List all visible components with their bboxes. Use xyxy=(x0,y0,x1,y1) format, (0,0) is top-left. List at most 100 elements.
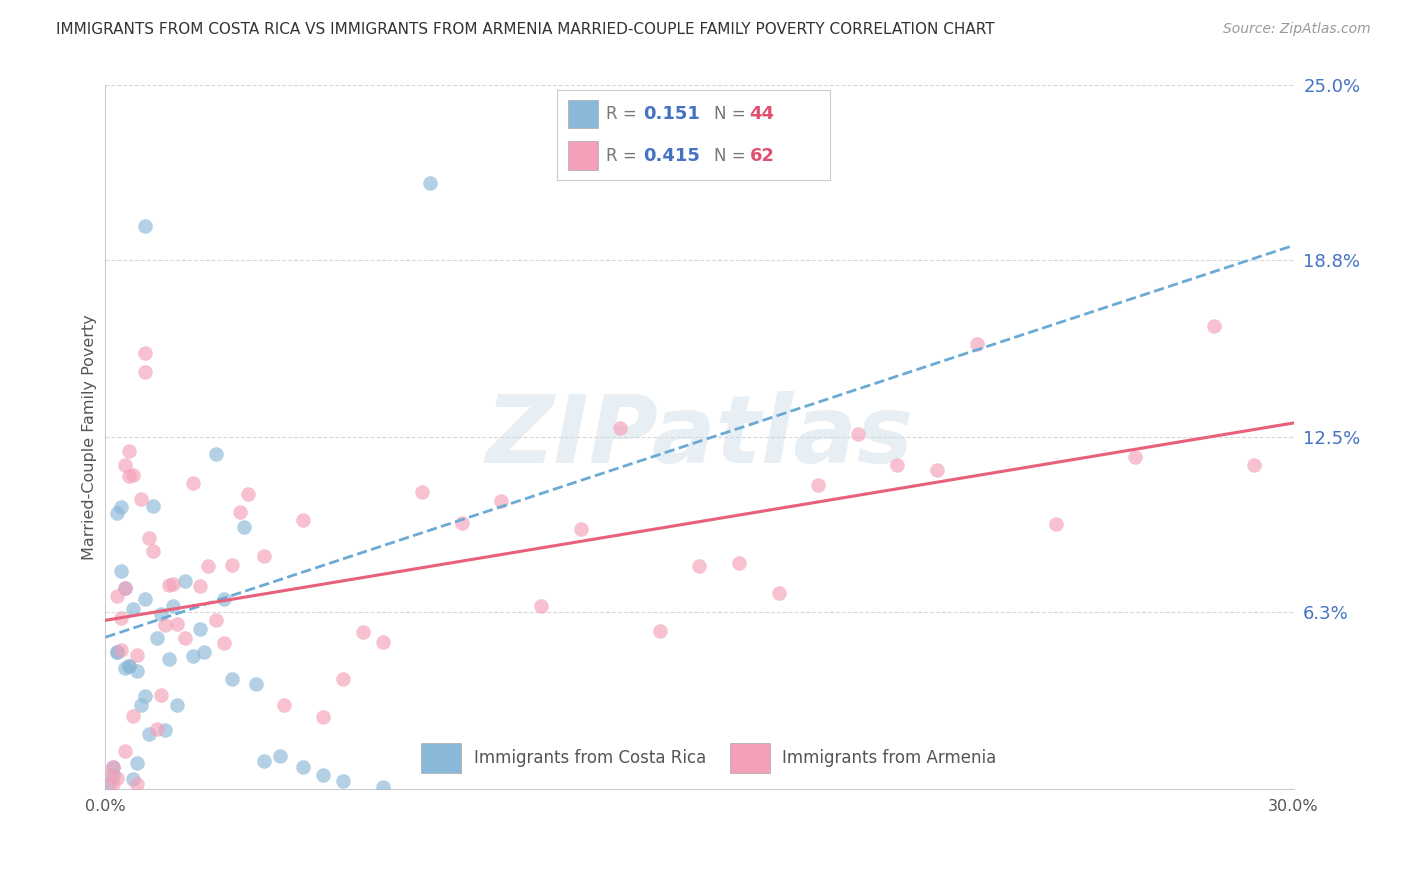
Y-axis label: Married-Couple Family Poverty: Married-Couple Family Poverty xyxy=(82,314,97,560)
Point xyxy=(98,777,121,791)
Point xyxy=(181,476,204,491)
Point xyxy=(233,519,256,533)
Point xyxy=(229,505,252,519)
Point xyxy=(103,760,125,774)
Point xyxy=(105,506,128,520)
Point xyxy=(221,672,243,686)
Text: 44: 44 xyxy=(749,105,775,123)
Point xyxy=(114,458,136,473)
Point xyxy=(157,578,180,592)
Text: 0.415: 0.415 xyxy=(643,146,700,164)
Point xyxy=(966,337,988,351)
Bar xyxy=(568,141,598,170)
Point xyxy=(236,487,259,501)
Text: R =: R = xyxy=(606,105,643,123)
Point xyxy=(114,581,136,595)
Bar xyxy=(420,743,461,773)
Point xyxy=(190,622,212,636)
Bar xyxy=(568,100,598,128)
Point xyxy=(138,727,160,741)
Point xyxy=(371,635,394,649)
Point xyxy=(134,365,156,379)
Point xyxy=(105,645,128,659)
Text: 62: 62 xyxy=(749,146,775,164)
Point xyxy=(269,748,291,763)
Text: 0.151: 0.151 xyxy=(643,105,700,123)
Point xyxy=(127,756,149,770)
Point xyxy=(134,345,156,359)
Point xyxy=(118,469,141,483)
Point xyxy=(411,484,433,499)
Point xyxy=(114,581,136,595)
Point xyxy=(122,602,145,616)
Point xyxy=(491,494,513,508)
Point xyxy=(134,219,156,233)
Point xyxy=(1123,450,1146,464)
Point xyxy=(103,760,125,774)
Point xyxy=(114,744,136,758)
Point xyxy=(153,723,176,737)
Point xyxy=(312,768,335,782)
Point xyxy=(118,659,141,673)
Bar xyxy=(730,743,770,773)
Text: Source: ZipAtlas.com: Source: ZipAtlas.com xyxy=(1223,22,1371,37)
Point xyxy=(98,768,121,782)
Point xyxy=(162,577,184,591)
Point xyxy=(122,772,145,786)
Point xyxy=(886,458,908,473)
Point xyxy=(110,500,132,515)
Point xyxy=(768,586,790,600)
Point xyxy=(807,478,830,492)
Point xyxy=(197,558,219,573)
Point xyxy=(312,710,335,724)
Point xyxy=(221,558,243,573)
Point xyxy=(193,645,215,659)
Point xyxy=(134,592,156,607)
Point xyxy=(530,599,553,614)
Point xyxy=(149,688,172,702)
Point xyxy=(110,611,132,625)
Point xyxy=(292,760,315,774)
Point xyxy=(245,677,267,691)
Point xyxy=(253,754,276,768)
Point xyxy=(110,643,132,657)
Point xyxy=(648,624,671,638)
Point xyxy=(127,664,149,678)
Point xyxy=(105,645,128,659)
Point xyxy=(118,659,141,673)
Point xyxy=(114,661,136,675)
Point xyxy=(162,599,184,614)
Point xyxy=(142,499,165,513)
Point xyxy=(173,574,195,589)
Point xyxy=(129,491,152,506)
Point xyxy=(190,579,212,593)
Point xyxy=(292,513,315,527)
Point xyxy=(122,467,145,482)
Point xyxy=(181,648,204,663)
Point xyxy=(569,522,592,536)
Point xyxy=(205,447,228,461)
Point xyxy=(134,689,156,703)
Point xyxy=(118,444,141,458)
Point xyxy=(419,177,441,191)
Point xyxy=(105,590,128,604)
Point xyxy=(105,771,128,785)
Point xyxy=(149,607,172,621)
Point xyxy=(122,709,145,723)
Point xyxy=(205,613,228,627)
Point xyxy=(332,774,354,789)
Text: N =: N = xyxy=(714,146,751,164)
Text: R =: R = xyxy=(606,146,643,164)
Text: Immigrants from Costa Rica: Immigrants from Costa Rica xyxy=(474,748,706,767)
Point xyxy=(110,565,132,579)
Point xyxy=(146,631,169,645)
Point xyxy=(127,777,149,791)
Point xyxy=(253,549,276,563)
Point xyxy=(103,777,125,791)
Text: Immigrants from Armenia: Immigrants from Armenia xyxy=(782,748,997,767)
Point xyxy=(450,516,472,531)
Text: ZIPatlas: ZIPatlas xyxy=(485,391,914,483)
Point xyxy=(352,624,374,639)
Point xyxy=(214,592,236,607)
Point xyxy=(103,768,125,782)
